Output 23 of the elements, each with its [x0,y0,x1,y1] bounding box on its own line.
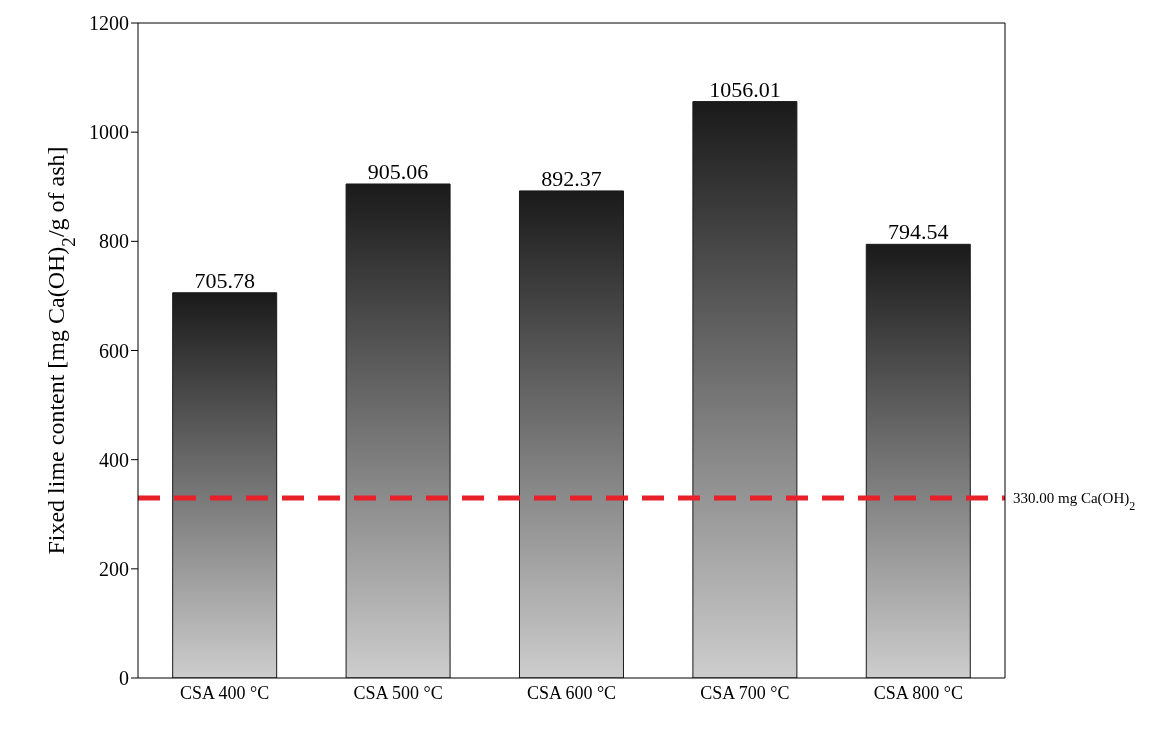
bar [345,183,451,678]
y-tick-label: 1000 [89,121,129,144]
y-tick-label: 1200 [89,12,129,35]
y-tick-label: 600 [99,339,129,362]
x-tick-label: CSA 400 °C [180,682,270,703]
data-label: 905.06 [367,158,429,184]
data-label: 705.78 [194,267,255,293]
x-tick-label: CSA 500 °C [353,682,443,703]
ref-line-label: 330.00 mg Ca(OH)$_{2}$ [1013,489,1136,513]
x-tick-label: CSA 600 °C [526,682,617,703]
y-tick-label: 200 [99,557,129,580]
data-label: 1056.01 [709,76,781,102]
bar [172,292,278,678]
x-tick-label: CSA 700 °C [700,682,790,703]
bar [518,190,624,678]
x-tick-label: CSA 800 °C [873,682,963,703]
data-label: 892.37 [541,165,602,191]
y-tick-label: 0 [119,667,129,690]
data-label: 794.54 [888,219,949,245]
y-tick-label: 800 [99,230,129,253]
bar [692,101,798,678]
bar [865,243,971,678]
y-tick-label: 400 [99,448,129,471]
